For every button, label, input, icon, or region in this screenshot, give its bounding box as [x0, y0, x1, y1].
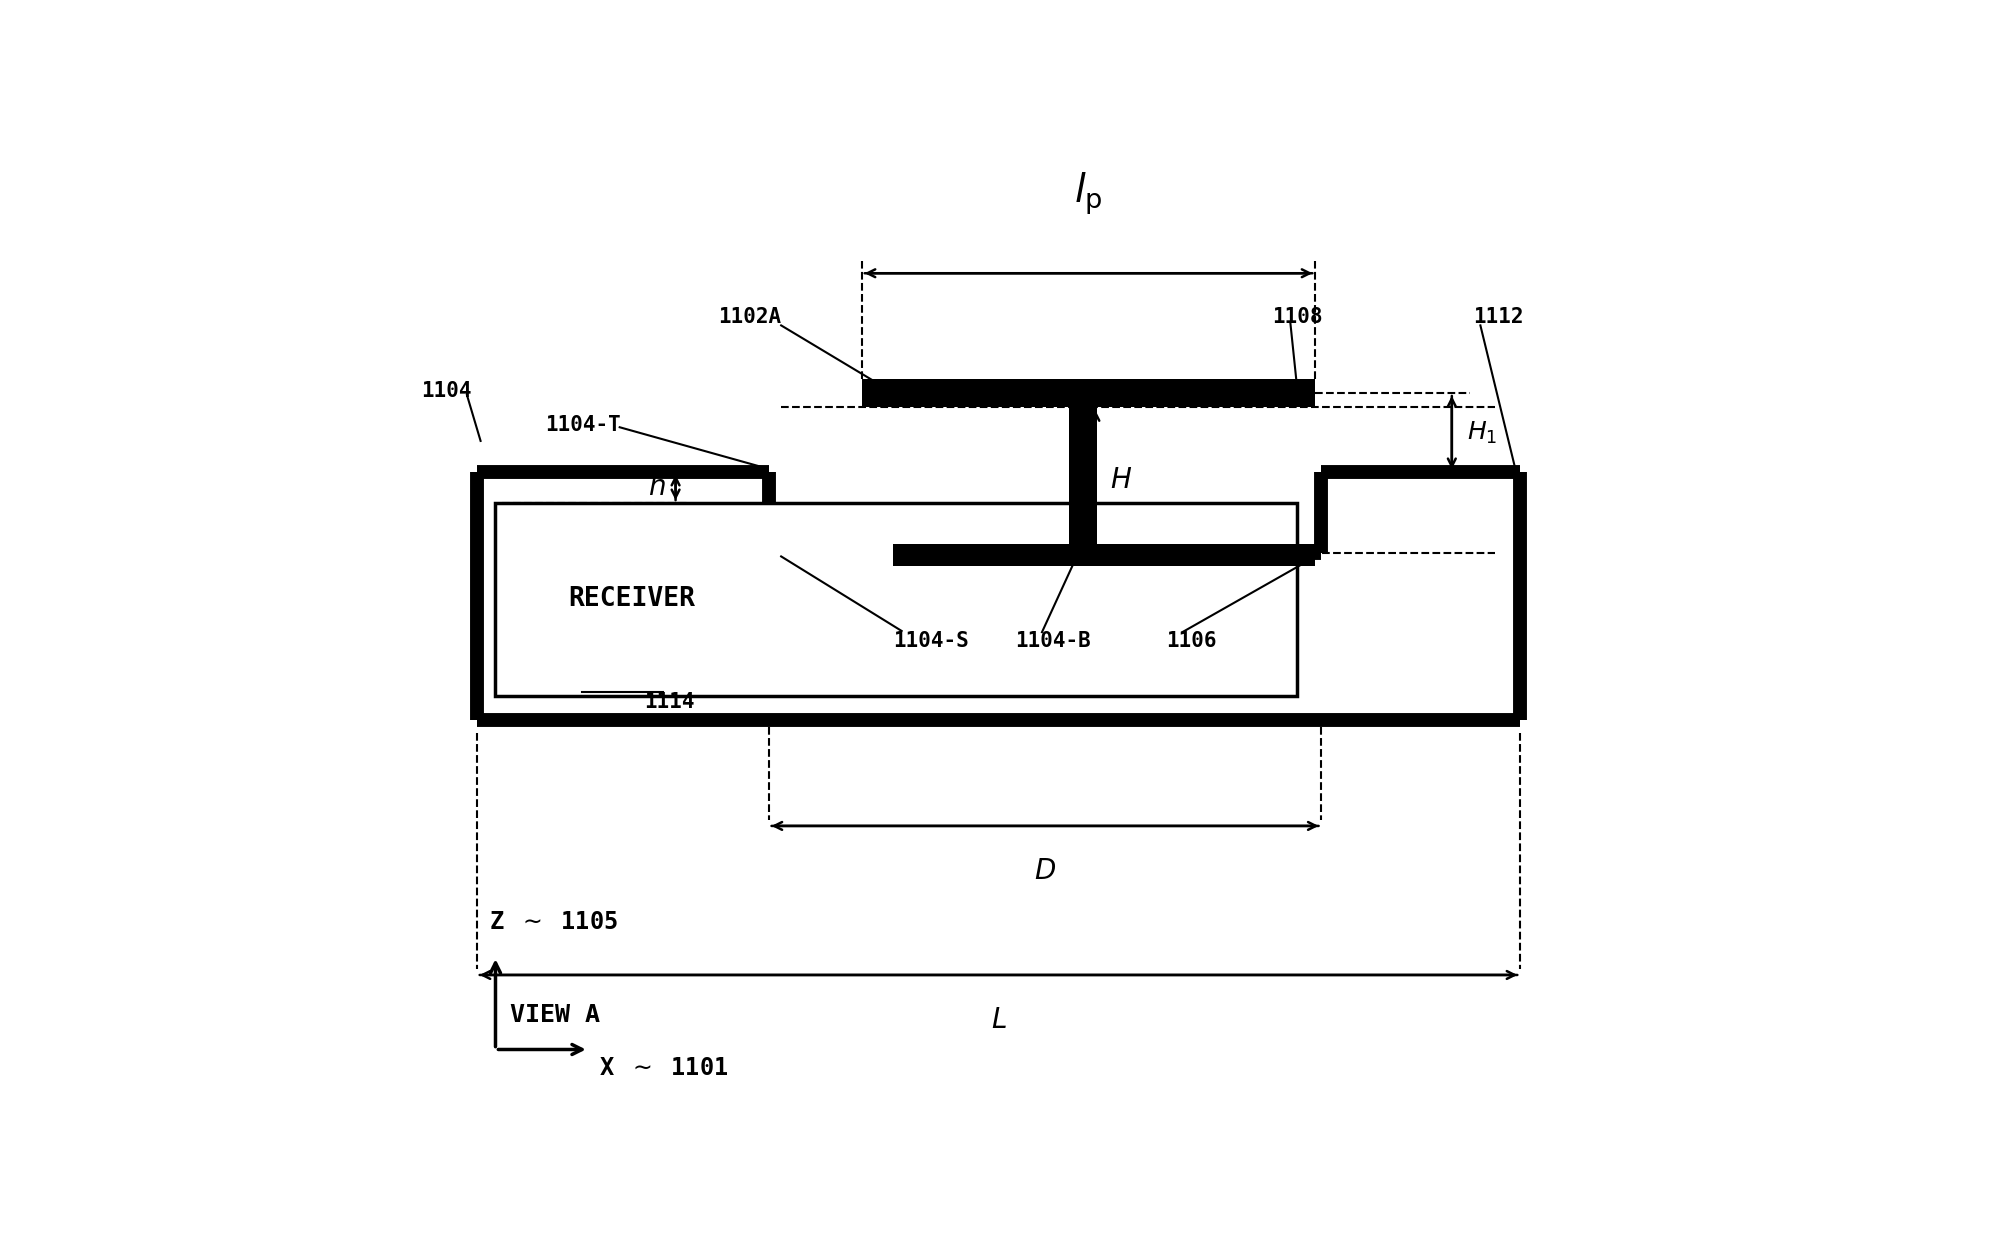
- Bar: [495, 503, 1296, 696]
- Text: X $\sim$ 1101: X $\sim$ 1101: [599, 1056, 729, 1079]
- Text: RECEIVER: RECEIVER: [569, 586, 695, 612]
- Text: VIEW A: VIEW A: [511, 1004, 601, 1027]
- Text: $\mathit{l}_{\mathrm{p}}$: $\mathit{l}_{\mathrm{p}}$: [1074, 170, 1102, 217]
- Bar: [863, 379, 1316, 407]
- Text: 1108: 1108: [1272, 307, 1322, 327]
- Bar: [1068, 407, 1096, 544]
- Text: $H$: $H$: [1110, 466, 1132, 494]
- Text: 1102A: 1102A: [719, 307, 781, 327]
- Text: 1104-B: 1104-B: [1014, 631, 1090, 651]
- Text: $D$: $D$: [1034, 857, 1056, 886]
- Text: 1114: 1114: [645, 692, 695, 712]
- Text: 1112: 1112: [1474, 307, 1524, 327]
- Text: 1104-T: 1104-T: [545, 415, 621, 435]
- Text: $h$: $h$: [647, 473, 665, 502]
- Text: 1106: 1106: [1166, 631, 1216, 651]
- Text: $L$: $L$: [991, 1006, 1006, 1035]
- Bar: [893, 544, 1316, 566]
- Text: Z $\sim$ 1105: Z $\sim$ 1105: [489, 910, 619, 934]
- Text: 1104-S: 1104-S: [893, 631, 969, 651]
- Text: $H_1$: $H_1$: [1466, 420, 1498, 446]
- Text: 1104: 1104: [421, 381, 471, 401]
